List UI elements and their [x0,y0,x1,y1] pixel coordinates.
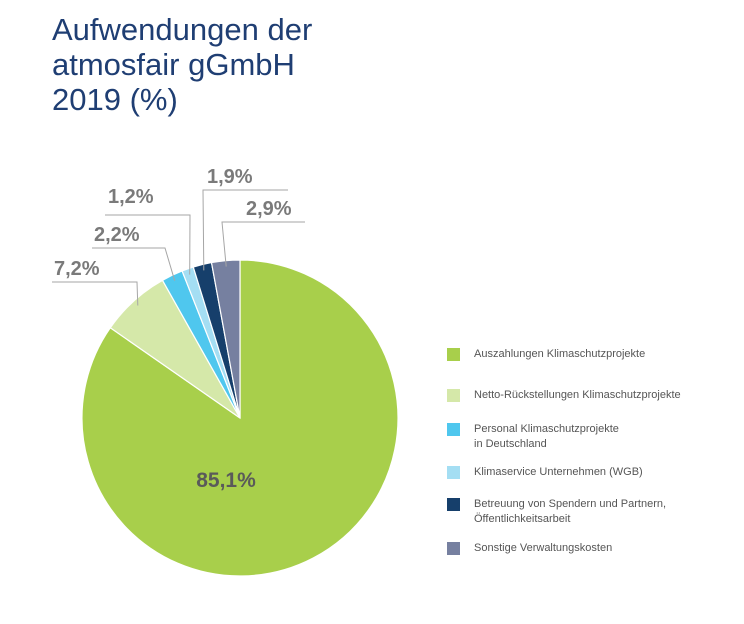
legend-swatch-5 [447,498,460,511]
slice-label-3: 2,2% [94,224,140,246]
leader-line-2 [52,281,139,306]
chart-title-line-2: atmosfair gGmbH [52,47,295,82]
legend-swatch-1 [447,348,460,361]
legend-label-1: Auszahlungen Klimaschutzprojekte [474,348,646,360]
chart-title-line-3: 2019 (%) [52,82,178,117]
legend-swatch-3 [447,423,460,436]
legend-label-3: Personal Klimaschutzprojekte in Deutschl… [474,423,619,450]
legend-label-6: Sonstige Verwaltungskosten [474,542,613,554]
legend-label-4: Klimaservice Unternehmen (WGB) [474,466,643,478]
chart-title-line-1: Aufwendungen der [52,12,313,47]
legend-label-2: Netto-Rückstellungen Klimaschutzprojekte [474,389,681,401]
legend-label-5: Betreuung von Spendern und Partnern, Öff… [474,498,667,525]
slice-label-4: 1,2% [108,186,154,208]
slice-label-1: 85,1% [196,469,256,492]
slice-label-2: 7,2% [54,258,100,280]
legend-swatch-4 [447,466,460,479]
leader-line-5 [202,189,288,271]
legend-swatch-6 [447,542,460,555]
slice-label-5: 1,9% [207,166,253,188]
leader-line-6 [221,221,305,267]
legend-swatch-2 [447,389,460,402]
chart-title: Aufwendungen der atmosfair gGmbH 2019 (%… [52,12,472,117]
leader-line-3 [92,247,176,281]
leader-line-4 [105,214,191,275]
slice-label-6: 2,9% [246,198,292,220]
